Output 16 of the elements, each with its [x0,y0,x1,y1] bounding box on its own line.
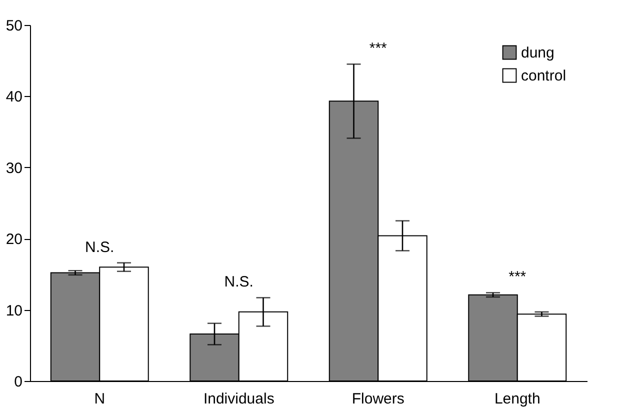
x-tick-label: N [94,390,106,408]
annotation: N.S. [224,274,254,291]
annotation: *** [369,40,388,58]
y-tick-label: 30 [6,160,22,177]
y-tick-label: 50 [6,18,22,34]
legend-label: dung [521,44,554,62]
legend-label: control [521,68,566,84]
y-tick-label: 40 [6,88,22,106]
y-tick-label: 0 [14,374,22,390]
y-tick-label: 10 [6,302,22,320]
x-tick-label: Individuals [203,390,274,408]
x-tick-label: Flowers [352,390,404,408]
x-tick-label: Length [494,390,540,408]
y-tick-label: 20 [6,231,22,248]
annotation: *** [508,268,526,286]
annotation: N.S. [85,238,114,256]
